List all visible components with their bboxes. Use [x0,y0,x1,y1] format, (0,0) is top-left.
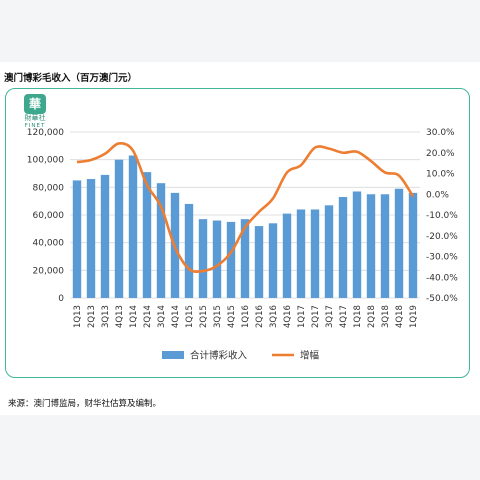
x-tick-label: 4Q14 [171,305,181,328]
chart-card [5,88,470,378]
x-tick-label: 4Q15 [227,305,237,328]
bar [226,221,236,298]
bar [240,219,250,298]
bar [296,209,306,298]
x-tick-label: 4Q13 [115,305,125,328]
y-left-tick-label: 40,000 [33,239,65,249]
growth-line [76,141,415,273]
y-right-tick-label: 20.0% [426,149,455,159]
header-band [0,0,480,62]
x-tick-label: 2Q16 [255,305,265,328]
x-tick-label: 3Q13 [101,305,111,328]
x-tick-label: 2Q14 [143,305,153,328]
x-tick-label: 4Q17 [339,305,349,328]
x-tick-label: 2Q18 [367,305,377,328]
y-left-tick-label: 60,000 [33,211,65,221]
legend-bar-swatch [162,351,184,359]
x-tick-label: 1Q19 [409,305,419,328]
footer-band [0,415,480,480]
x-tick-label: 3Q18 [381,305,391,328]
x-tick-label: 2Q15 [199,305,209,328]
y-left-tick-label: 20,000 [33,266,65,276]
source-note: 来源：澳门博监局，财华社估算及编制。 [8,399,162,409]
bar [324,205,334,298]
y-left-tick-label: 100,000 [27,156,64,166]
bar [310,209,320,298]
bar [408,192,418,298]
brand-name-en: FINET [24,123,46,129]
bar [156,183,166,298]
bar [100,174,110,298]
y-right-tick-label: -10.0% [426,211,458,221]
y-right-tick-label: 30.0% [426,128,455,138]
y-right-tick-label: -20.0% [426,232,458,242]
legend-line-label: 增幅 [300,350,320,362]
bar [72,180,82,298]
brand-logo: 華 財華社 FINET [20,94,50,130]
y-left-tick-label: 0 [58,294,64,304]
bar [352,191,362,298]
x-tick-label: 1Q16 [241,305,251,328]
bar [86,179,96,298]
bar [380,194,390,298]
bar [254,226,264,298]
brand-mark-icon: 華 [24,94,46,114]
bar [268,223,278,298]
bar [338,197,348,298]
legend-bar-label: 合计博彩收入 [190,350,248,362]
x-tick-label: 3Q17 [325,305,335,328]
bar [114,159,124,298]
y-right-tick-label: -40.0% [426,273,458,283]
x-tick-label: 1Q17 [297,305,307,328]
y-right-tick-label: 0.0% [426,190,449,200]
bar [142,172,152,298]
y-right-tick-label: 10.0% [426,170,455,180]
chart-title: 澳门博彩毛收入（百万澳门元） [4,73,138,84]
bar [282,213,292,298]
x-tick-label: 3Q15 [213,305,223,328]
x-tick-label: 2Q13 [87,305,97,328]
x-tick-label: 2Q17 [311,305,321,328]
y-right-tick-label: -30.0% [426,253,458,263]
bar [184,203,194,298]
bar [366,194,376,298]
x-tick-label: 3Q16 [269,305,279,328]
bar [394,188,404,298]
x-tick-label: 1Q14 [129,305,139,328]
x-tick-label: 3Q14 [157,305,167,328]
y-right-tick-label: -50.0% [426,294,458,304]
x-tick-label: 1Q13 [73,305,83,328]
y-left-tick-label: 80,000 [33,183,65,193]
x-tick-label: 4Q18 [395,305,405,328]
brand-name-cn: 財華社 [24,114,46,122]
bar [128,155,138,298]
x-tick-label: 1Q15 [185,305,195,328]
x-tick-label: 4Q16 [283,305,293,328]
y-left-tick-label: 120,000 [27,128,64,138]
x-tick-label: 1Q18 [353,305,363,328]
bar [198,219,208,298]
bar [212,220,222,298]
